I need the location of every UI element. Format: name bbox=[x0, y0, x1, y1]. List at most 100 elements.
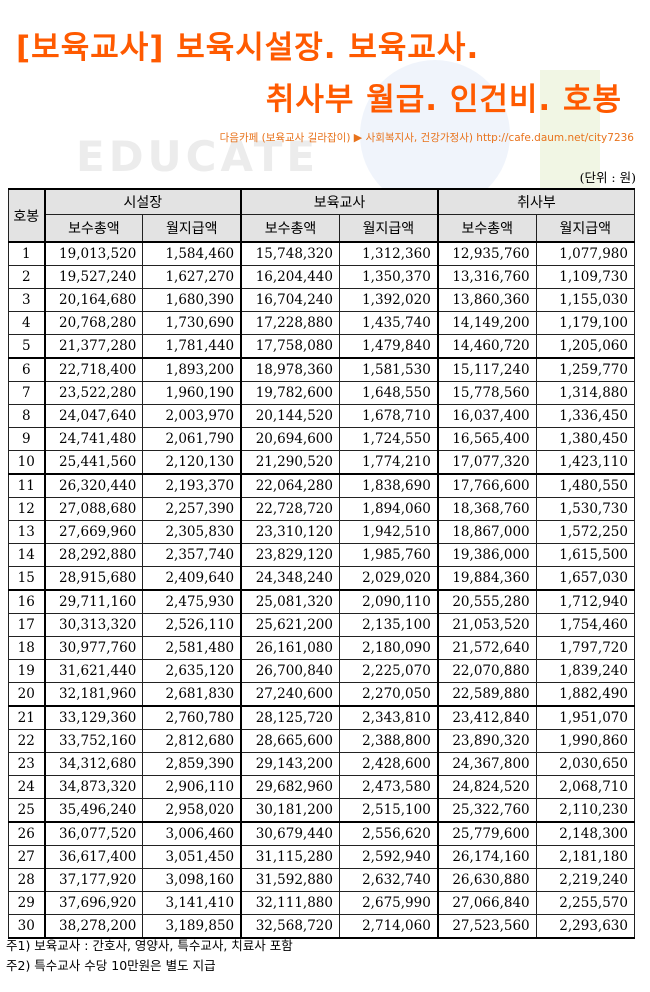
cell-director-total: 20,768,280 bbox=[43, 311, 144, 335]
cell-step: 22 bbox=[8, 729, 45, 753]
table-row: 20 32,181,960 2,681,830 27,240,600 2,270,050… bbox=[8, 682, 636, 707]
cell-teacher-monthly: 2,515,100 bbox=[338, 798, 439, 823]
table-row: 10 25,441,560 2,120,130 21,290,520 1,774,210… bbox=[8, 450, 636, 475]
cell-director-total: 31,621,440 bbox=[43, 659, 144, 683]
cell-cook-monthly: 1,179,100 bbox=[535, 311, 636, 335]
cell-cook-monthly: 1,314,880 bbox=[535, 381, 636, 405]
cell-director-monthly: 3,189,850 bbox=[142, 914, 242, 939]
cell-director-total: 25,441,560 bbox=[43, 450, 144, 475]
table-row: 22 33,752,160 2,812,680 28,665,600 2,388,800… bbox=[8, 729, 636, 753]
cell-cook-total: 21,053,520 bbox=[436, 613, 537, 637]
cell-cook-total: 14,460,720 bbox=[436, 334, 537, 359]
cell-teacher-total: 25,081,320 bbox=[240, 589, 340, 614]
table-row: 30 38,278,200 3,189,850 32,568,720 2,714,060… bbox=[8, 914, 636, 939]
cell-cook-monthly: 1,754,460 bbox=[535, 613, 636, 637]
cell-cook-total: 13,860,360 bbox=[436, 288, 537, 312]
unit-label: (단위 : 원) bbox=[579, 170, 636, 185]
watermark-bar bbox=[540, 70, 600, 200]
cell-director-total: 28,915,680 bbox=[43, 566, 144, 591]
cell-teacher-total: 17,228,880 bbox=[240, 311, 340, 335]
cell-director-total: 33,752,160 bbox=[43, 729, 144, 753]
cell-director-monthly: 2,906,110 bbox=[142, 775, 242, 799]
table-row: 13 27,669,960 2,305,830 23,310,120 1,942,510… bbox=[8, 520, 636, 544]
cell-cook-total: 25,779,600 bbox=[436, 821, 537, 846]
cell-step: 29 bbox=[8, 891, 45, 915]
cell-teacher-monthly: 2,592,940 bbox=[338, 845, 439, 869]
table-header-row: 호봉 시설장 보육교사 취사부 bbox=[8, 188, 635, 243]
cell-step: 15 bbox=[8, 566, 45, 591]
cell-cook-total: 17,766,600 bbox=[436, 473, 537, 498]
cell-director-total: 24,047,640 bbox=[43, 404, 144, 428]
cell-teacher-total: 28,665,600 bbox=[240, 729, 340, 753]
cell-director-monthly: 2,635,120 bbox=[142, 659, 242, 683]
cell-director-monthly: 3,141,410 bbox=[142, 891, 242, 915]
cell-teacher-total: 26,161,080 bbox=[240, 636, 340, 660]
cell-cook-monthly: 1,380,450 bbox=[535, 427, 636, 451]
cell-director-total: 23,522,280 bbox=[43, 381, 144, 405]
cell-teacher-total: 29,143,200 bbox=[240, 752, 340, 776]
cell-cook-monthly: 1,077,980 bbox=[535, 241, 636, 266]
cell-cook-monthly: 1,205,060 bbox=[535, 334, 636, 359]
cell-director-total: 34,873,320 bbox=[43, 775, 144, 799]
cell-director-monthly: 2,581,480 bbox=[142, 636, 242, 660]
cell-teacher-monthly: 1,350,370 bbox=[338, 265, 439, 289]
cell-teacher-total: 29,682,960 bbox=[240, 775, 340, 799]
cell-director-monthly: 1,893,200 bbox=[142, 357, 242, 382]
cell-director-total: 34,312,680 bbox=[43, 752, 144, 776]
cell-teacher-total: 20,694,600 bbox=[240, 427, 340, 451]
cell-teacher-monthly: 2,135,100 bbox=[338, 613, 439, 637]
cell-teacher-monthly: 2,428,600 bbox=[338, 752, 439, 776]
cell-director-monthly: 2,812,680 bbox=[142, 729, 242, 753]
table-row: 12 27,088,680 2,257,390 22,728,720 1,894,060… bbox=[8, 497, 636, 521]
cell-director-total: 28,292,880 bbox=[43, 543, 144, 567]
cell-cook-monthly: 2,148,300 bbox=[535, 821, 636, 846]
cell-teacher-total: 17,758,080 bbox=[240, 334, 340, 359]
cell-director-total: 30,313,320 bbox=[43, 613, 144, 637]
cell-cook-total: 22,070,880 bbox=[436, 659, 537, 683]
cell-teacher-total: 32,111,880 bbox=[240, 891, 340, 915]
footnotes: 주1) 보육교사 : 간호사, 영양사, 특수교사, 치료사 포함 주2) 특수… bbox=[6, 936, 293, 976]
source-prefix: 다음카페 (보육교사 길라잡이) bbox=[219, 132, 351, 144]
cell-director-monthly: 2,681,830 bbox=[142, 682, 242, 707]
cell-step: 26 bbox=[8, 821, 45, 846]
cell-step: 19 bbox=[8, 659, 45, 683]
cell-director-total: 21,377,280 bbox=[43, 334, 144, 359]
header-group-cook: 취사부 bbox=[436, 188, 635, 215]
cell-cook-monthly: 1,572,250 bbox=[535, 520, 636, 544]
cell-director-total: 26,320,440 bbox=[43, 473, 144, 498]
cell-teacher-total: 32,568,720 bbox=[240, 914, 340, 939]
header-step: 호봉 bbox=[8, 188, 45, 243]
cell-teacher-total: 20,144,520 bbox=[240, 404, 340, 428]
cell-step: 4 bbox=[8, 311, 45, 335]
cell-cook-monthly: 1,259,770 bbox=[535, 357, 636, 382]
cell-step: 6 bbox=[8, 357, 45, 382]
cell-cook-monthly: 1,336,450 bbox=[535, 404, 636, 428]
cell-step: 13 bbox=[8, 520, 45, 544]
cell-director-monthly: 2,475,930 bbox=[142, 589, 242, 614]
cell-cook-total: 18,368,760 bbox=[436, 497, 537, 521]
cell-step: 5 bbox=[8, 334, 45, 359]
cell-teacher-total: 28,125,720 bbox=[240, 705, 340, 730]
cell-teacher-total: 22,064,280 bbox=[240, 473, 340, 498]
cell-step: 21 bbox=[8, 705, 45, 730]
cell-cook-monthly: 1,839,240 bbox=[535, 659, 636, 683]
cell-director-total: 22,718,400 bbox=[43, 357, 144, 382]
cell-step: 10 bbox=[8, 450, 45, 475]
table-body: 1 19,013,520 1,584,460 15,748,320 1,312,360 1… bbox=[8, 241, 636, 939]
table-row: 15 28,915,680 2,409,640 24,348,240 2,029,020… bbox=[8, 566, 636, 591]
cell-cook-total: 19,386,000 bbox=[436, 543, 537, 567]
cell-teacher-total: 16,704,240 bbox=[240, 288, 340, 312]
cell-director-total: 33,129,360 bbox=[43, 705, 144, 730]
cell-director-total: 32,181,960 bbox=[43, 682, 144, 707]
cell-director-monthly: 1,781,440 bbox=[142, 334, 242, 359]
cell-teacher-monthly: 2,180,090 bbox=[338, 636, 439, 660]
cell-step: 28 bbox=[8, 868, 45, 892]
cell-cook-monthly: 1,797,720 bbox=[535, 636, 636, 660]
cell-director-total: 36,617,400 bbox=[43, 845, 144, 869]
cell-teacher-total: 26,700,840 bbox=[240, 659, 340, 683]
cell-step: 16 bbox=[8, 589, 45, 614]
cell-cook-total: 18,867,000 bbox=[436, 520, 537, 544]
cell-step: 12 bbox=[8, 497, 45, 521]
cell-teacher-total: 24,348,240 bbox=[240, 566, 340, 591]
cell-teacher-monthly: 1,774,210 bbox=[338, 450, 439, 475]
